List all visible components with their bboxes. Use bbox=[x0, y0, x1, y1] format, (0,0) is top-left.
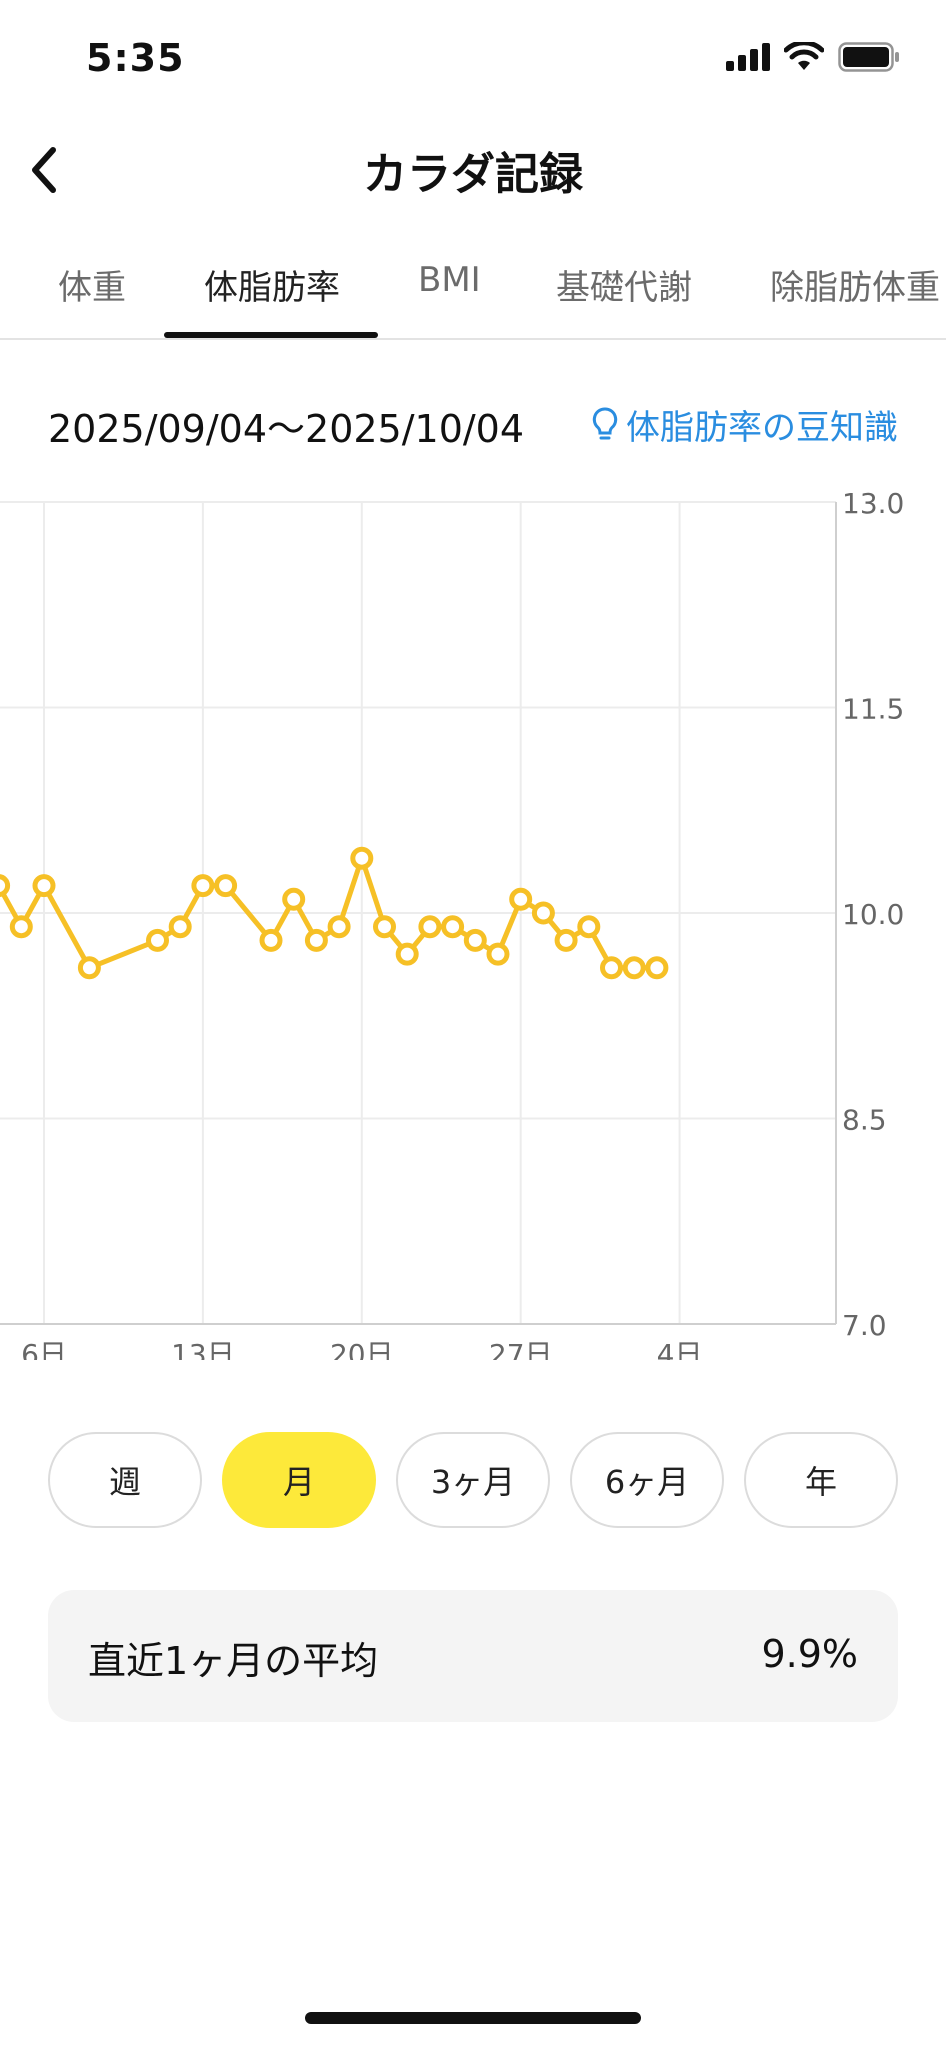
data-point bbox=[418, 915, 442, 939]
tab-indicator bbox=[164, 332, 378, 338]
y-axis-labels: 13.0 11.5 10.0 8.5 7.0 bbox=[842, 487, 904, 1342]
wifi-icon bbox=[784, 42, 824, 70]
average-value: 9.9% bbox=[761, 1632, 858, 1676]
x-tick-label: 20日 bbox=[330, 1338, 394, 1360]
period-3month-button[interactable]: 3ヶ月 bbox=[396, 1432, 550, 1528]
body-fat-chart: 13.0 11.5 10.0 8.5 7.0 6日 13日 20日 27日 4日 bbox=[0, 487, 904, 1360]
data-point bbox=[0, 874, 11, 898]
metric-tabs: 体重 体脂肪率 BMI 基礎代謝 除脂肪体重 bbox=[0, 240, 946, 340]
x-tick-label: 6日 bbox=[21, 1338, 67, 1360]
data-point bbox=[531, 901, 555, 925]
data-point bbox=[395, 942, 419, 966]
data-point bbox=[373, 915, 396, 939]
data-point bbox=[350, 846, 374, 870]
average-label: 直近1ヶ月の平均 bbox=[88, 1639, 379, 1683]
tab-lean-body-mass[interactable]: 除脂肪体重 bbox=[770, 268, 940, 308]
data-point bbox=[645, 956, 669, 980]
data-point bbox=[554, 928, 578, 952]
data-point bbox=[577, 915, 601, 939]
date-range: 2025/09/04〜2025/10/04 bbox=[48, 407, 525, 451]
tip-link-label: 体脂肪率の豆知識 bbox=[626, 408, 898, 448]
chart-series bbox=[0, 846, 669, 980]
navigation-bar: カラダ記録 bbox=[0, 120, 946, 220]
tab-weight[interactable]: 体重 bbox=[58, 268, 126, 308]
y-tick-label: 8.5 bbox=[842, 1104, 887, 1137]
y-tick-label: 11.5 bbox=[842, 693, 904, 726]
data-point bbox=[259, 928, 283, 952]
lightbulb-icon bbox=[592, 406, 618, 439]
y-tick-label: 13.0 bbox=[842, 487, 904, 520]
period-month-button[interactable]: 月 bbox=[222, 1432, 376, 1528]
home-indicator bbox=[305, 2012, 641, 2024]
period-6month-button[interactable]: 6ヶ月 bbox=[570, 1432, 724, 1528]
data-point bbox=[9, 915, 33, 939]
data-point bbox=[282, 887, 306, 911]
data-point bbox=[214, 874, 238, 898]
x-tick-label: 4日 bbox=[657, 1338, 703, 1360]
data-point bbox=[32, 874, 56, 898]
y-tick-label: 7.0 bbox=[842, 1309, 887, 1342]
x-axis-labels: 6日 13日 20日 27日 4日 bbox=[21, 1338, 702, 1360]
data-point bbox=[622, 956, 646, 980]
page-title: カラダ記録 bbox=[363, 149, 583, 200]
period-selector: 週 月 3ヶ月 6ヶ月 年 bbox=[48, 1432, 898, 1528]
data-point bbox=[441, 915, 465, 939]
data-point bbox=[191, 874, 215, 898]
battery-icon bbox=[838, 42, 899, 72]
x-tick-label: 13日 bbox=[171, 1338, 235, 1360]
tab-body-fat[interactable]: 体脂肪率 bbox=[204, 268, 340, 308]
data-point bbox=[77, 956, 101, 980]
chevron-left-icon bbox=[32, 147, 56, 193]
data-point bbox=[509, 887, 533, 911]
average-summary-card: 直近1ヶ月の平均 9.9% bbox=[48, 1590, 898, 1722]
period-week-button[interactable]: 週 bbox=[48, 1432, 202, 1528]
period-year-button[interactable]: 年 bbox=[744, 1432, 898, 1528]
back-button[interactable] bbox=[14, 140, 74, 200]
data-point bbox=[600, 956, 623, 980]
data-point bbox=[168, 915, 192, 939]
chart-axes bbox=[0, 502, 837, 1325]
status-bar: 5:35 bbox=[0, 0, 946, 120]
data-point bbox=[463, 928, 487, 952]
body-fat-tip-link[interactable]: 体脂肪率の豆知識 bbox=[592, 400, 898, 449]
data-point bbox=[146, 928, 169, 952]
status-icons bbox=[726, 42, 900, 72]
data-point bbox=[304, 928, 328, 952]
status-time: 5:35 bbox=[86, 36, 185, 80]
tab-bmi[interactable]: BMI bbox=[418, 260, 481, 300]
signal-icon bbox=[726, 43, 770, 71]
data-point bbox=[327, 915, 351, 939]
chart-grid bbox=[0, 501, 836, 1324]
data-point bbox=[486, 942, 510, 966]
tab-basal-metabolism[interactable]: 基礎代謝 bbox=[556, 268, 692, 308]
y-tick-label: 10.0 bbox=[842, 898, 904, 931]
x-tick-label: 27日 bbox=[489, 1338, 553, 1360]
